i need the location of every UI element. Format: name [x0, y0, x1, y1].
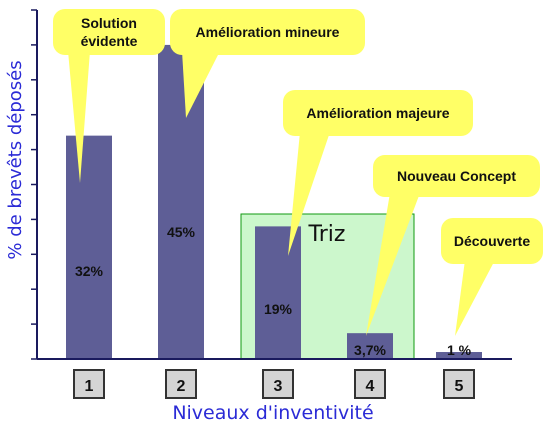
value-labels-layer: 32% 45% 19% 3,7% 1 %	[75, 224, 472, 358]
y-ticks-layer	[31, 9, 37, 360]
callouts-layer: Solution évidente Amélioration mineure Amél…	[53, 9, 543, 336]
callout-box	[283, 90, 473, 136]
callout-bubble-1: Solution évidente	[53, 9, 165, 183]
callout-text: Solution	[81, 15, 137, 31]
callout-text: Découverte	[454, 233, 530, 249]
callout-bubble-2: Amélioration mineure	[170, 9, 365, 118]
bars-layer	[66, 44, 482, 360]
data-label-5: 1 %	[447, 342, 472, 358]
callout-pointer	[68, 51, 90, 183]
bar-1	[66, 135, 112, 359]
callout-text: évidente	[81, 33, 138, 49]
data-label-4: 3,7%	[354, 342, 386, 358]
callout-bubble-3: Amélioration majeure	[283, 90, 473, 256]
data-label-2: 45%	[167, 224, 196, 240]
tick-label-3: 3	[274, 378, 283, 395]
category-box-4	[354, 369, 386, 399]
callout-box	[53, 9, 165, 55]
callout-box	[170, 9, 365, 55]
callout-box	[441, 218, 543, 264]
callout-text: Amélioration mineure	[196, 24, 340, 40]
callout-pointer	[182, 51, 220, 118]
callout-box	[373, 155, 540, 197]
category-box-1	[73, 369, 105, 399]
x-axis-title: Niveaux d'inventivité	[172, 402, 373, 424]
callout-text: Nouveau Concept	[397, 168, 516, 184]
tick-label-1: 1	[85, 378, 94, 395]
callout-text: Amélioration majeure	[306, 105, 449, 121]
tick-label-2: 2	[177, 378, 186, 395]
tick-label-4: 4	[366, 378, 375, 395]
category-box-3	[262, 369, 294, 399]
data-label-1: 32%	[75, 263, 104, 279]
bar-4	[347, 333, 393, 359]
data-label-3: 19%	[264, 301, 293, 317]
callout-bubble-4: Nouveau Concept	[366, 155, 540, 336]
callout-bubble-5: Découverte	[441, 218, 543, 336]
category-box-2	[165, 369, 197, 399]
callout-pointer	[288, 132, 330, 256]
bar-5	[436, 352, 482, 359]
y-axis-title: % de brevêts déposés	[5, 60, 26, 259]
callout-pointer	[366, 193, 420, 336]
category-boxes-layer: 1 2 3 4 5	[73, 369, 475, 399]
triz-label: Triz	[308, 222, 346, 247]
callout-pointer	[455, 260, 495, 336]
bar-3	[255, 226, 301, 359]
category-box-5	[443, 369, 475, 399]
tick-label-5: 5	[455, 378, 464, 395]
